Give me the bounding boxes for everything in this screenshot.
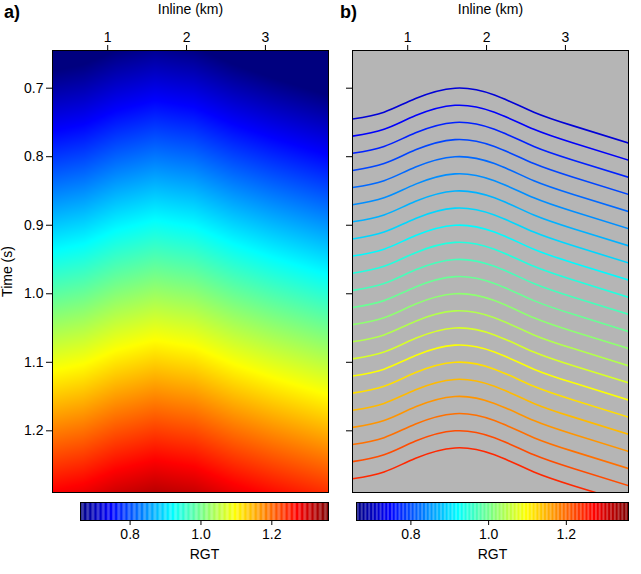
html-text:a): a) xyxy=(4,2,20,22)
svg-text:1.2: 1.2 xyxy=(262,526,282,542)
svg-text:1.2: 1.2 xyxy=(24,422,44,438)
svg-text:0.7: 0.7 xyxy=(24,80,44,96)
svg-text:1.0: 1.0 xyxy=(479,526,499,542)
svg-text:0.8: 0.8 xyxy=(401,526,421,542)
svg-text:3: 3 xyxy=(262,29,270,45)
svg-text:RGT: RGT xyxy=(190,546,220,562)
svg-text:Time (s): Time (s) xyxy=(0,246,15,297)
svg-text:2: 2 xyxy=(183,29,191,45)
svg-text:Inline (km): Inline (km) xyxy=(458,1,523,17)
html-text:b): b) xyxy=(340,2,357,22)
svg-text:1.2: 1.2 xyxy=(557,526,577,542)
svg-text:1: 1 xyxy=(404,29,412,45)
svg-text:1.0: 1.0 xyxy=(191,526,211,542)
svg-text:2: 2 xyxy=(483,29,491,45)
svg-text:0.9: 0.9 xyxy=(24,217,44,233)
svg-text:3: 3 xyxy=(562,29,570,45)
svg-text:1.0: 1.0 xyxy=(24,285,44,301)
svg-text:RGT: RGT xyxy=(478,546,508,562)
svg-text:1: 1 xyxy=(104,29,112,45)
svg-text:0.8: 0.8 xyxy=(24,148,44,164)
svg-text:1.1: 1.1 xyxy=(24,354,44,370)
svg-text:Inline (km): Inline (km) xyxy=(158,1,223,17)
svg-text:0.8: 0.8 xyxy=(120,526,140,542)
